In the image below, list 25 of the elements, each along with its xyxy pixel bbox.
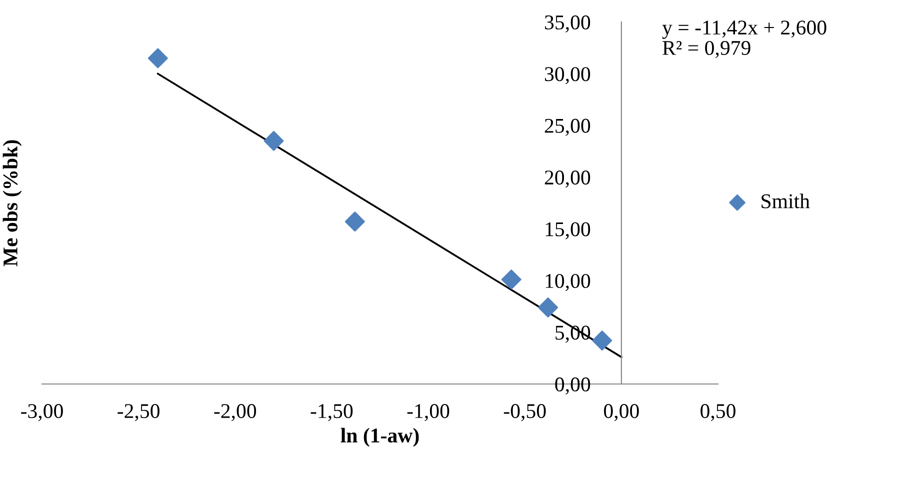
- x-tick-label: -1,50: [310, 404, 353, 422]
- x-tick-label: 0,00: [604, 404, 639, 422]
- y-tick-label: 10,00: [546, 274, 590, 292]
- x-tick-label: -0,50: [504, 404, 546, 422]
- point: [148, 48, 168, 68]
- x-axis-title: ln (1-aw): [340, 428, 419, 447]
- point: [501, 270, 522, 290]
- y-tick-label: 0,00: [555, 377, 590, 394]
- x-tick-label: -1,00: [407, 404, 450, 422]
- y-tick-label: 25,00: [544, 118, 590, 136]
- annotation: y = -11,42x + 2,600 R² = 0,979: [662, 20, 826, 58]
- y-tick-label: 20,00: [544, 170, 590, 188]
- y-tick-label: 15,00: [546, 222, 590, 240]
- point: [592, 330, 612, 351]
- x-tick-label: -3,00: [21, 404, 63, 422]
- point: [538, 297, 558, 318]
- y-axis-title: Me obs (%bk): [2, 140, 22, 266]
- x-tick-label: -2,50: [118, 404, 160, 422]
- legend-label: Smith: [762, 194, 810, 208]
- point: [264, 130, 284, 151]
- y-tick-label: 30,00: [544, 67, 590, 84]
- x-tick-label: 0,50: [700, 404, 736, 422]
- point: [344, 212, 365, 232]
- x-tick-label: -2,00: [214, 404, 256, 422]
- y-tick-label: 35,00: [544, 15, 590, 32]
